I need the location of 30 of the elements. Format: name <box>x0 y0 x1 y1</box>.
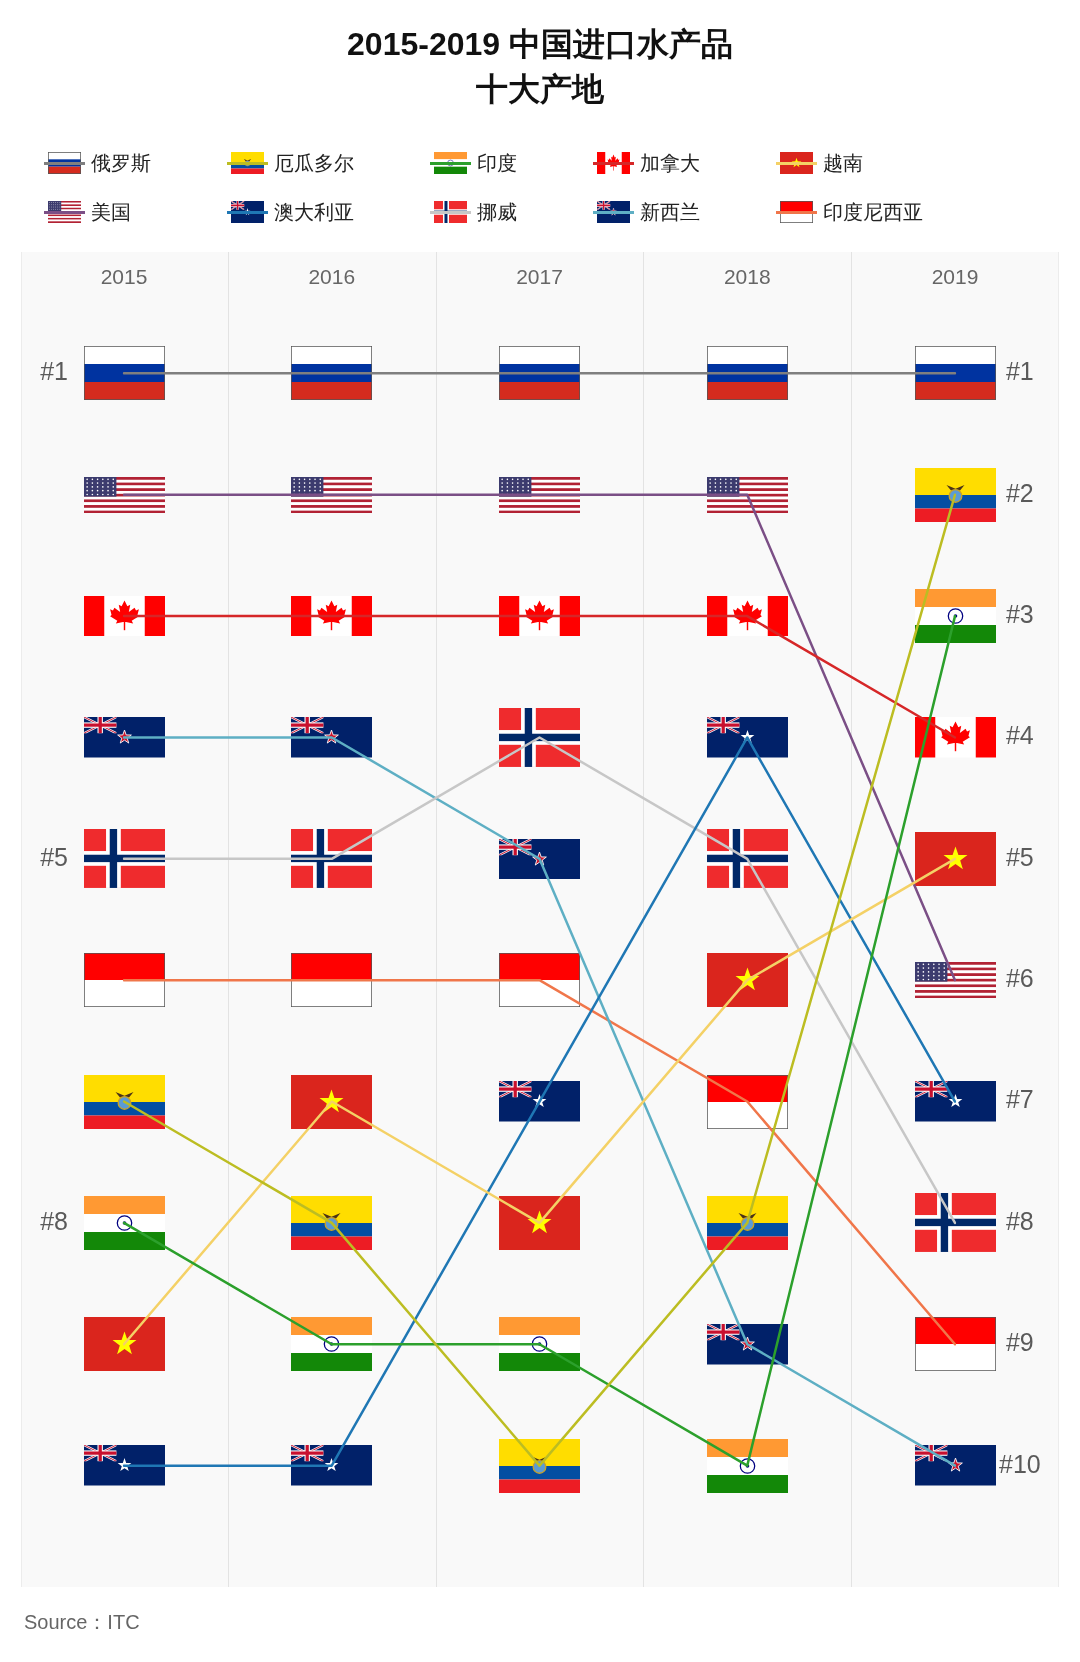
y2-tick-label: #10 <box>999 1449 1041 1478</box>
y2-tick-label: #4 <box>1005 721 1034 750</box>
legend-label: 印度 <box>477 150 517 175</box>
legend-label: 俄罗斯 <box>91 150 151 175</box>
y2-tick-label: #5 <box>1005 842 1034 871</box>
y2-tick-label: #6 <box>1005 964 1034 993</box>
legend-label: 加拿大 <box>640 150 700 175</box>
legend-label: 印度尼西亚 <box>823 199 923 224</box>
y-tick-label: #8 <box>40 1206 68 1235</box>
legend-label: 挪威 <box>477 199 517 224</box>
legend-label: 越南 <box>823 150 863 175</box>
y2-tick-label: #3 <box>1005 599 1034 628</box>
y2-tick-label: #7 <box>1005 1085 1034 1114</box>
x-tick-label: 2017 <box>516 265 563 289</box>
y2-tick-label: #8 <box>1005 1206 1034 1235</box>
source-note: Source：ITC <box>24 1610 140 1634</box>
legend-label: 厄瓜多尔 <box>274 150 354 175</box>
legend-label: 美国 <box>91 199 131 224</box>
legend-label: 澳大利亚 <box>274 199 354 224</box>
y-tick-label: #5 <box>40 842 68 871</box>
x-tick-label: 2015 <box>100 265 148 289</box>
y2-tick-label: #1 <box>1005 357 1034 386</box>
y2-tick-label: #9 <box>1005 1328 1034 1357</box>
legend-label: 新西兰 <box>640 199 700 224</box>
x-tick-label: 2018 <box>723 265 771 289</box>
x-tick-label: 2019 <box>931 265 979 289</box>
y-tick-label: #1 <box>40 357 68 386</box>
x-tick-label: 2016 <box>308 265 356 289</box>
y2-tick-label: #2 <box>1005 478 1034 507</box>
chart-title: 2015-2019 中国进口水产品十大产地 <box>346 25 734 109</box>
